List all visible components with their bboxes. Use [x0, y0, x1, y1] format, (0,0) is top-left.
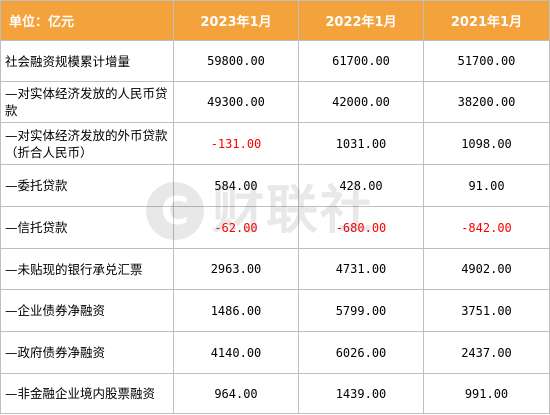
cell-value: -680.00	[298, 206, 424, 249]
cell-value: 1098.00	[423, 122, 550, 165]
table-row: —委托贷款 584.00 428.00 91.00	[0, 164, 550, 207]
cell-value: 584.00	[173, 164, 299, 207]
row-label: —委托贷款	[0, 164, 174, 207]
cell-value: 51700.00	[423, 40, 550, 82]
cell-value: 42000.00	[298, 81, 424, 123]
cell-value: 991.00	[423, 373, 550, 414]
cell-value: 428.00	[298, 164, 424, 207]
row-label: —非金融企业境内股票融资	[0, 373, 174, 414]
table-row: —对实体经济发放的外币贷款（折合人民币） -131.00 1031.00 109…	[0, 122, 550, 165]
col-header-2023-jan: 2023年1月	[173, 0, 299, 41]
cell-value: 1439.00	[298, 373, 424, 414]
cell-value: 91.00	[423, 164, 550, 207]
row-label: 社会融资规模累计增量	[0, 40, 174, 82]
row-label: —政府债券净融资	[0, 331, 174, 374]
table-row: —政府债券净融资 4140.00 6026.00 2437.00	[0, 331, 550, 374]
table-row: —非金融企业境内股票融资 964.00 1439.00 991.00	[0, 373, 550, 414]
row-label: —信托贷款	[0, 206, 174, 249]
table-row: 社会融资规模累计增量 59800.00 61700.00 51700.00	[0, 40, 550, 82]
cell-value: -842.00	[423, 206, 550, 249]
cell-value: 4731.00	[298, 248, 424, 290]
unit-header: 单位：亿元	[0, 0, 174, 41]
cell-value: 1486.00	[173, 289, 299, 332]
cell-value: 61700.00	[298, 40, 424, 82]
cell-value: 38200.00	[423, 81, 550, 123]
cell-value: 4140.00	[173, 331, 299, 374]
row-label: —企业债券净融资	[0, 289, 174, 332]
cell-value: -131.00	[173, 122, 299, 165]
cell-value: 59800.00	[173, 40, 299, 82]
col-header-2021-jan: 2021年1月	[423, 0, 550, 41]
cell-value: 6026.00	[298, 331, 424, 374]
row-label: —对实体经济发放的人民币贷款	[0, 81, 174, 123]
table-row: —对实体经济发放的人民币贷款 49300.00 42000.00 38200.0…	[0, 81, 550, 123]
cell-value: 1031.00	[298, 122, 424, 165]
cell-value: 3751.00	[423, 289, 550, 332]
table-row: —未贴现的银行承兑汇票 2963.00 4731.00 4902.00	[0, 248, 550, 290]
cell-value: 4902.00	[423, 248, 550, 290]
cell-value: -62.00	[173, 206, 299, 249]
cell-value: 5799.00	[298, 289, 424, 332]
row-label: —未贴现的银行承兑汇票	[0, 248, 174, 290]
cell-value: 49300.00	[173, 81, 299, 123]
cell-value: 2437.00	[423, 331, 550, 374]
cell-value: 964.00	[173, 373, 299, 414]
col-header-2022-jan: 2022年1月	[298, 0, 424, 41]
table-row: —企业债券净融资 1486.00 5799.00 3751.00	[0, 289, 550, 332]
header-row: 单位：亿元 2023年1月 2022年1月 2021年1月	[0, 0, 550, 41]
row-label: —对实体经济发放的外币贷款（折合人民币）	[0, 122, 174, 165]
table-row: —信托贷款 -62.00 -680.00 -842.00	[0, 206, 550, 249]
cell-value: 2963.00	[173, 248, 299, 290]
